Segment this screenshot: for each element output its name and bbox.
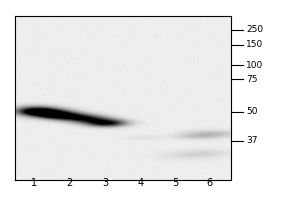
Text: 6: 6: [206, 178, 212, 188]
Text: 3: 3: [103, 178, 109, 188]
Text: 75: 75: [246, 75, 258, 84]
Text: 37: 37: [246, 136, 258, 145]
Text: 4: 4: [137, 178, 143, 188]
Text: 50: 50: [246, 107, 258, 116]
Text: 150: 150: [246, 40, 263, 49]
Text: 5: 5: [172, 178, 178, 188]
Text: 100: 100: [246, 61, 263, 70]
Text: 2: 2: [66, 178, 72, 188]
Text: 1: 1: [32, 178, 38, 188]
Text: 250: 250: [246, 25, 263, 34]
